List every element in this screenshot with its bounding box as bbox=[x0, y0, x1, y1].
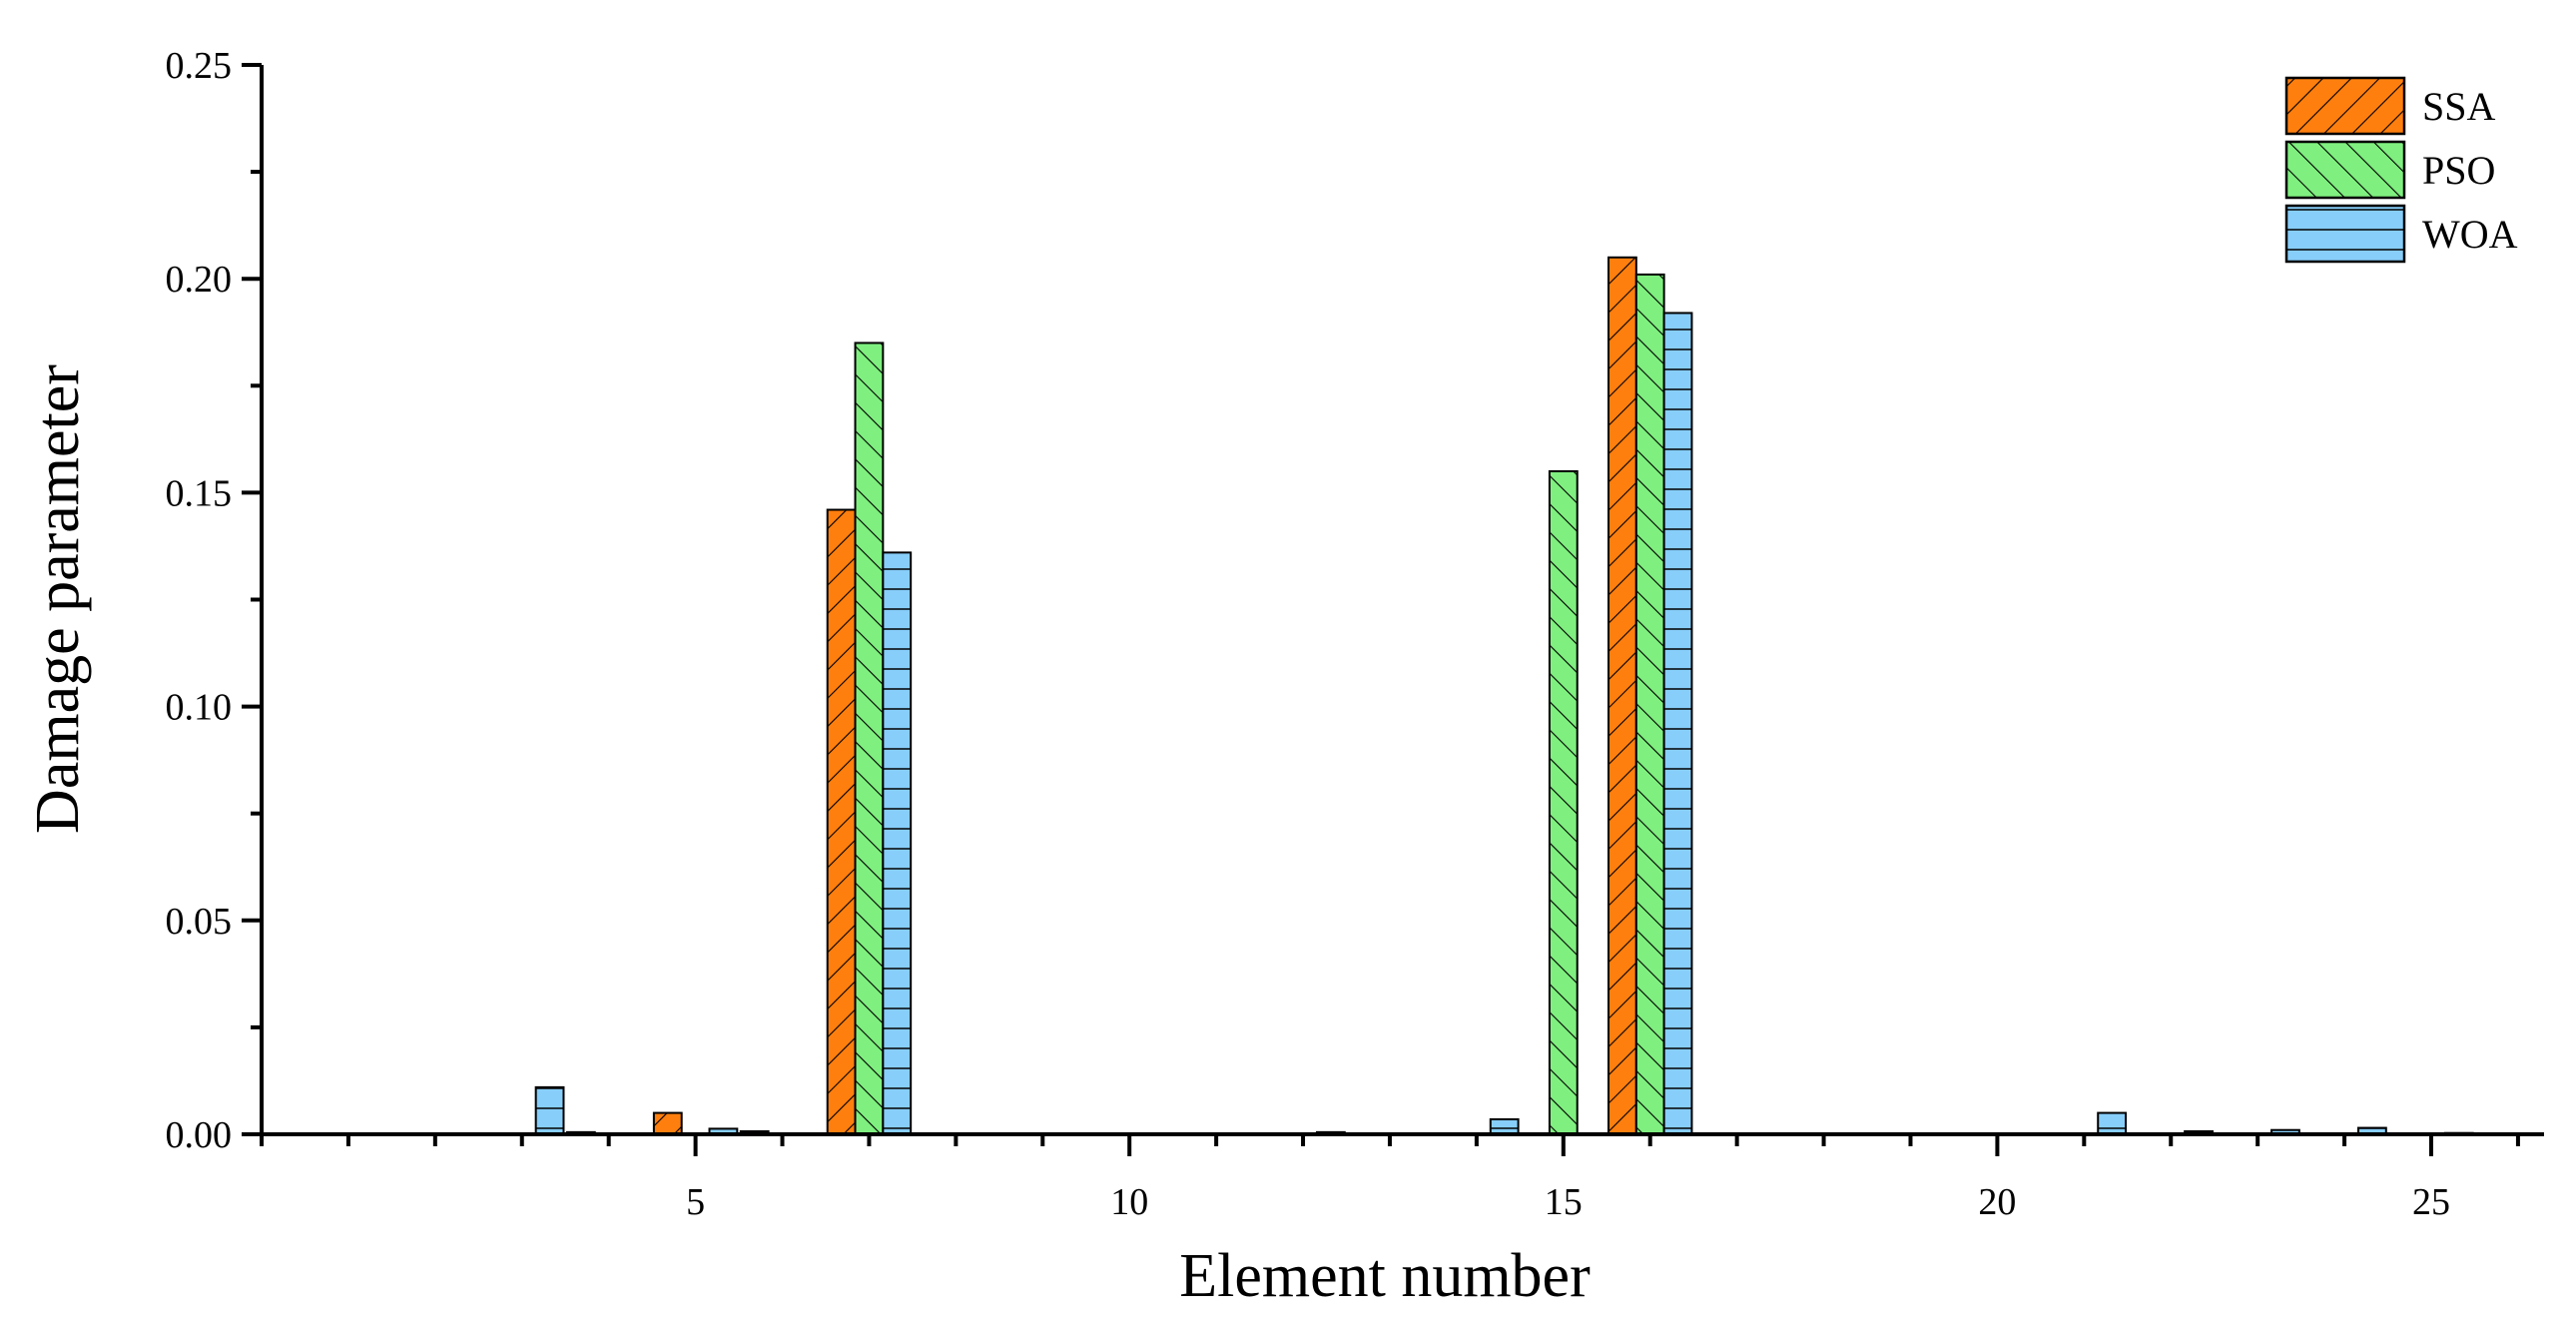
bar-woa-7 bbox=[882, 551, 913, 1135]
y-tick-label: 0.25 bbox=[166, 45, 233, 87]
bar-woa-16 bbox=[1662, 312, 1693, 1136]
y-tick-label: 0.10 bbox=[166, 687, 233, 729]
x-tick-label: 5 bbox=[686, 1181, 705, 1223]
bar-woa-21 bbox=[2097, 1111, 2128, 1135]
bar-pso-15 bbox=[1548, 469, 1579, 1136]
legend: SSA PSO WOA bbox=[2284, 76, 2518, 264]
bar-ssa-5 bbox=[652, 1111, 683, 1135]
y-tick-label: 0.15 bbox=[166, 472, 233, 514]
y-tick-label: 0.05 bbox=[166, 901, 233, 943]
axes bbox=[260, 65, 2544, 1136]
legend-label-pso: PSO bbox=[2422, 148, 2495, 193]
x-axis-title: Element number bbox=[1179, 1242, 1591, 1310]
x-tick-label: 20 bbox=[1978, 1181, 2016, 1223]
bar-pso-16 bbox=[1634, 273, 1665, 1136]
bar-ssa-7 bbox=[826, 508, 857, 1136]
legend-swatch-woa bbox=[2284, 204, 2406, 264]
legend-swatch-ssa bbox=[2284, 76, 2406, 136]
x-tick-label: 10 bbox=[1110, 1181, 1148, 1223]
x-tick-label: 15 bbox=[1545, 1181, 1583, 1223]
y-axis-title: Damage parameter bbox=[24, 364, 92, 834]
legend-swatch-pso bbox=[2284, 140, 2406, 200]
y-tick-label: 0.00 bbox=[166, 1114, 233, 1156]
bar-ssa-16 bbox=[1608, 256, 1637, 1135]
bar-woa-3 bbox=[534, 1085, 565, 1136]
x-ticks: 5 10 15 20 25 bbox=[260, 1134, 2520, 1223]
bar-woa-14 bbox=[1489, 1118, 1520, 1136]
y-tick-label: 0.20 bbox=[166, 259, 233, 301]
legend-label-woa: WOA bbox=[2422, 212, 2518, 257]
x-tick-label: 25 bbox=[2412, 1181, 2450, 1223]
bar-pso-7 bbox=[854, 341, 885, 1135]
legend-label-ssa: SSA bbox=[2422, 84, 2495, 129]
bars-group bbox=[534, 256, 2474, 1136]
y-ticks: 0.00 0.05 0.10 0.15 0.20 0.25 bbox=[166, 45, 262, 1156]
